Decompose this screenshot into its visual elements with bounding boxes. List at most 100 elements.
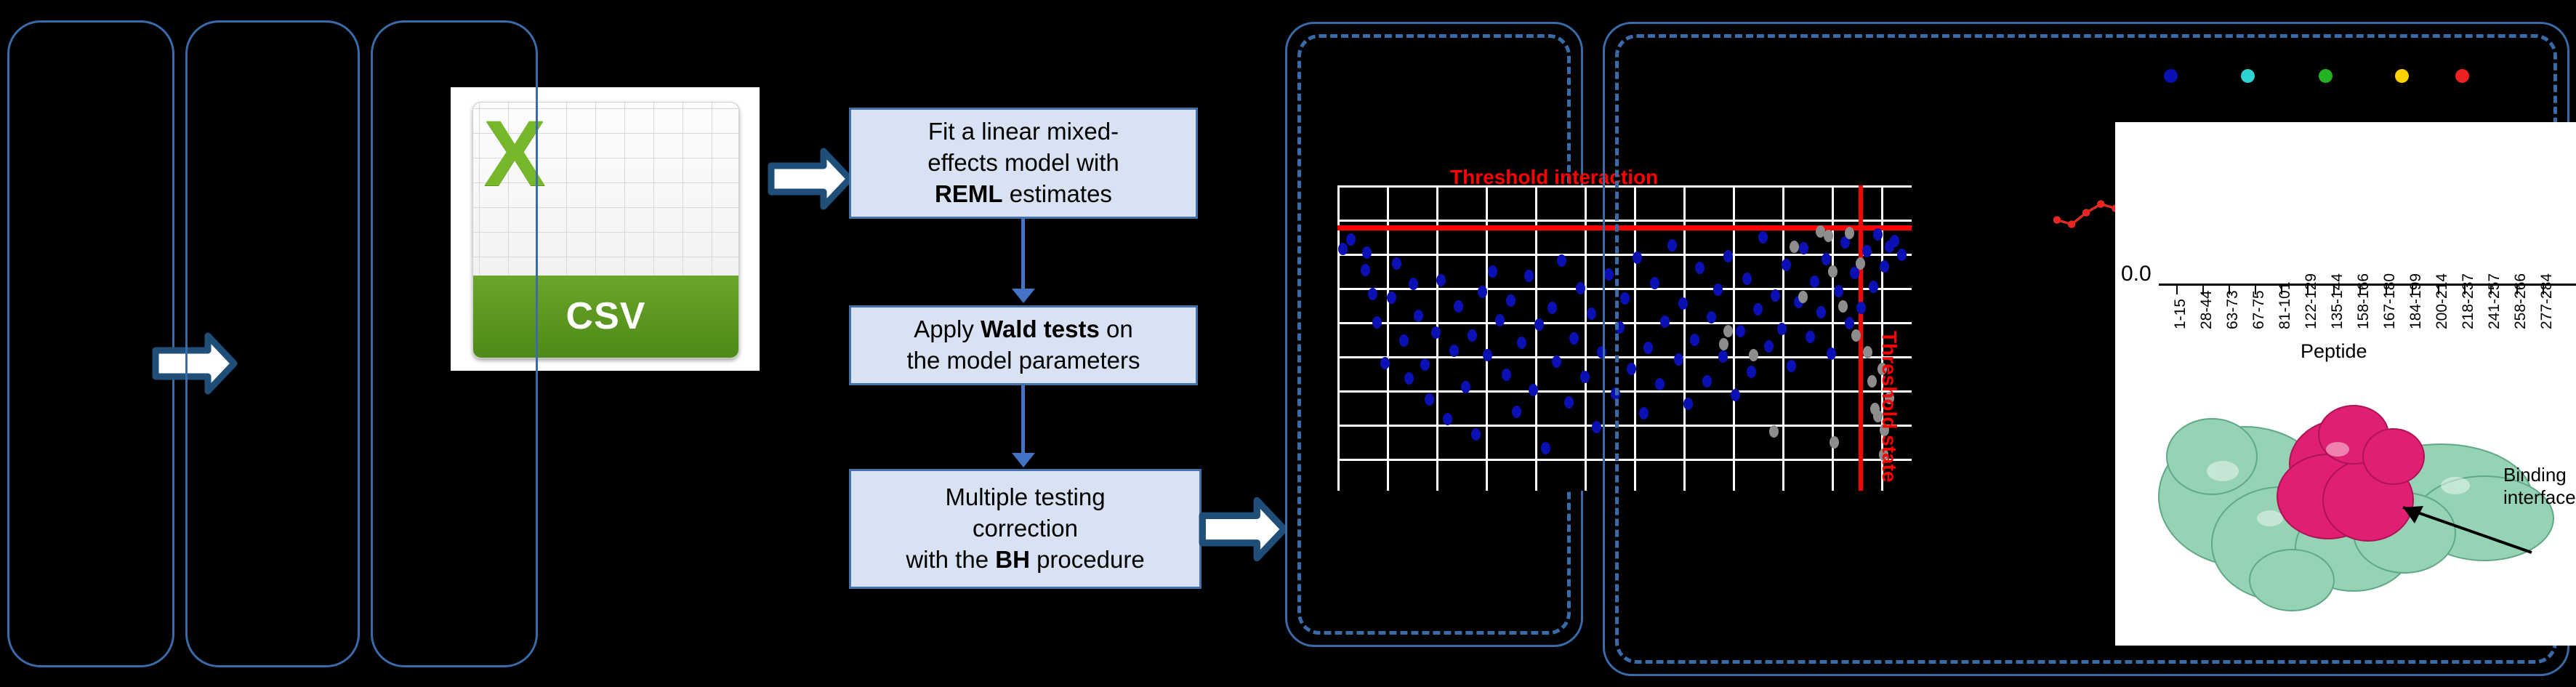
volcano-point-blue	[1494, 313, 1505, 326]
arrow-input-to-data	[151, 329, 238, 398]
binding-interface-annotation: Binding interface	[2503, 464, 2576, 509]
step-wald-text: Apply Wald tests on the model parameters	[906, 316, 1140, 374]
binding-interface-line-1: Binding	[2503, 464, 2567, 486]
volcano-point-blue	[1413, 309, 1423, 322]
volcano-point-blue	[1822, 252, 1832, 265]
volcano-point-blue	[1816, 306, 1827, 319]
volcano-point-blue	[1449, 344, 1459, 357]
volcano-point-blue	[1387, 291, 1397, 304]
volcano-point-blue	[1557, 254, 1567, 267]
step-bh-box[interactable]: Multiple testing correction with the BH pr…	[849, 469, 1202, 589]
volcano-point-blue	[1569, 332, 1579, 345]
volcano-point-grey	[1769, 425, 1779, 438]
peptide-tick-label: 67-75	[2250, 290, 2267, 329]
legend-dot-series-green	[2319, 69, 2333, 83]
uptake-marker	[2097, 200, 2105, 208]
volcano-point-blue	[1627, 363, 1637, 375]
volcano-point-blue	[1461, 381, 1471, 394]
volcano-point-blue	[1338, 243, 1348, 256]
volcano-point-blue	[1702, 374, 1712, 387]
volcano-point-grey	[1863, 345, 1873, 358]
x-axis-tick	[2281, 286, 2282, 294]
volcano-point-blue	[1850, 266, 1859, 279]
volcano-point-blue	[1806, 330, 1816, 343]
volcano-point-blue	[1603, 268, 1614, 281]
volcano-point-blue	[1524, 269, 1534, 282]
volcano-point-blue	[1730, 388, 1740, 401]
peptide-tick-label: 63-73	[2224, 290, 2241, 329]
volcano-point-blue	[1639, 406, 1649, 419]
x-axis-title: Peptide	[2301, 340, 2367, 362]
structure-card[interactable]: 0.0 Peptide	[2115, 122, 2576, 646]
x-axis-tick	[2412, 286, 2413, 294]
x-axis-tick	[2438, 286, 2439, 294]
legend-dot-series-cyan	[2241, 69, 2255, 83]
volcano-point-grey	[1851, 329, 1861, 342]
volcano-point-grey	[1815, 225, 1825, 238]
excel-x-glyph: X	[483, 101, 546, 206]
volcano-point-blue	[1763, 340, 1774, 353]
volcano-point-blue	[1488, 265, 1498, 278]
threshold-state-line	[1859, 185, 1863, 491]
volcano-point-blue	[1505, 294, 1516, 307]
protein-structure-image	[2136, 362, 2557, 624]
volcano-point-blue	[1372, 316, 1382, 329]
volcano-point-blue	[1576, 281, 1586, 294]
volcano-point-blue	[1483, 349, 1493, 362]
volcano-point-blue	[1470, 428, 1481, 441]
volcano-point-blue	[1587, 308, 1597, 321]
volcano-point-blue	[1529, 384, 1539, 397]
volcano-point-grey	[1867, 374, 1877, 387]
volcano-point-blue	[1770, 289, 1780, 302]
volcano-point-blue	[1660, 315, 1670, 328]
volcano-point-blue	[1442, 413, 1452, 426]
volcano-point-blue	[1833, 284, 1843, 297]
x-axis-tick	[2307, 286, 2309, 294]
uptake-marker	[2068, 220, 2076, 228]
volcano-point-blue	[1655, 378, 1665, 390]
peptide-tick-label: 1-15	[2172, 298, 2189, 329]
volcano-point-blue	[1735, 324, 1745, 337]
volcano-point-blue	[1431, 326, 1441, 339]
x-axis-tick	[2386, 286, 2387, 294]
input-panel	[7, 20, 174, 667]
x-axis-line	[2159, 284, 2576, 286]
volcano-point-blue	[1420, 358, 1430, 371]
volcano-point-blue	[1809, 276, 1819, 289]
binding-interface-line-2: interface	[2503, 486, 2576, 509]
step-wald-box[interactable]: Apply Wald tests on the model parameters	[849, 305, 1198, 385]
volcano-point-grey	[1878, 448, 1888, 461]
x-axis-tick	[2516, 286, 2518, 294]
analysis-panel	[371, 20, 538, 667]
y-axis-tick-label: 0.0	[2121, 262, 2152, 286]
peptide-tick-label: 241-257	[2486, 273, 2503, 329]
volcano-point-blue	[1690, 334, 1700, 347]
volcano-point-blue	[1391, 257, 1401, 270]
x-axis-tick	[2176, 286, 2178, 294]
volcano-point-grey	[1844, 227, 1854, 240]
volcano-plot[interactable]	[1337, 185, 1912, 491]
volcano-point-grey	[1718, 338, 1728, 351]
peptide-tick-label: 218-237	[2460, 273, 2476, 329]
peptide-tick-label: 81-101	[2277, 281, 2293, 329]
x-axis-tick	[2464, 286, 2466, 294]
volcano-point-blue	[1872, 228, 1883, 241]
volcano-point-blue	[1620, 292, 1630, 305]
volcano-point-grey	[1885, 391, 1895, 404]
x-axis-tick	[2490, 286, 2492, 294]
csv-file-icon[interactable]: X CSV	[451, 87, 760, 371]
volcano-point-blue	[1425, 393, 1435, 406]
volcano-point-blue	[1650, 277, 1660, 290]
csv-format-label: CSV	[565, 295, 646, 338]
volcano-point-blue	[1512, 405, 1522, 418]
volcano-point-blue	[1861, 245, 1872, 258]
volcano-point-blue	[1667, 238, 1677, 252]
volcano-point-blue	[1678, 297, 1688, 310]
arrow-analysis-to-volcano	[1198, 493, 1289, 566]
step-reml-box[interactable]: Fit a linear mixed-effects model with REM…	[849, 108, 1198, 219]
connector-reml-wald	[1021, 219, 1025, 297]
volcano-point-blue	[1398, 334, 1409, 347]
volcano-point-blue	[1516, 337, 1526, 350]
peptide-tick-label: 122-129	[2303, 273, 2319, 329]
volcano-point-blue	[1742, 273, 1752, 286]
